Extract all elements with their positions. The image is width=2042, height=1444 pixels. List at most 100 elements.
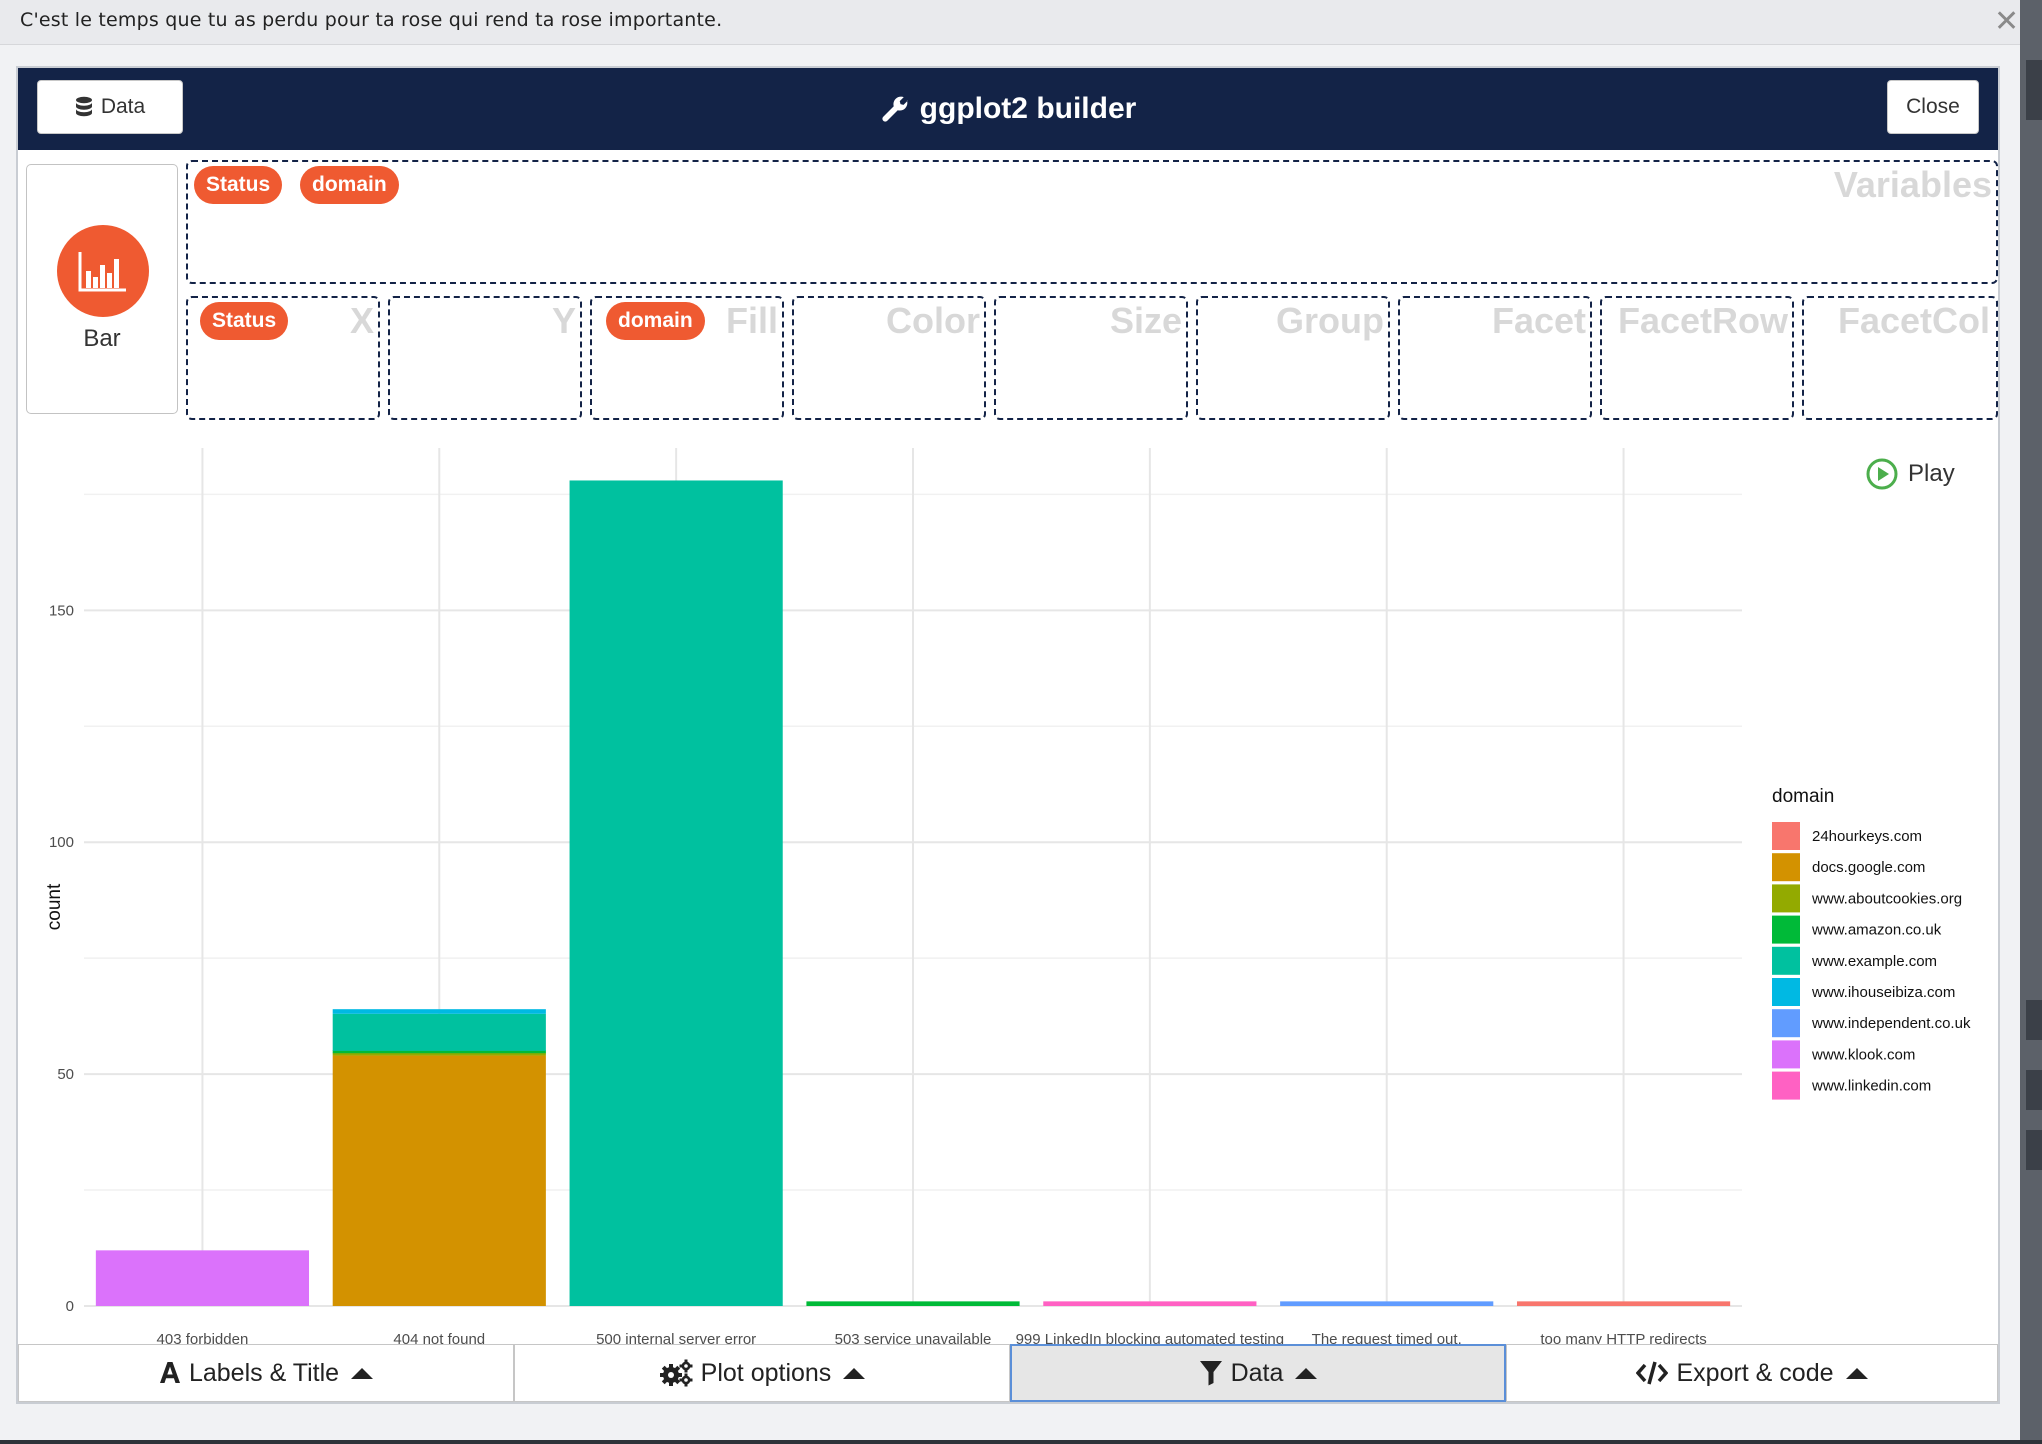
bottom-tab-bar: Labels & Title xyxy=(18,1344,1998,1402)
font-icon xyxy=(159,1362,180,1383)
tagline-text: C'est le temps que tu as perdu pour ta r… xyxy=(20,9,723,31)
x-tick-label: 999 LinkedIn blocking automated testing xyxy=(1016,1331,1285,1346)
caret-up-icon xyxy=(1295,1367,1318,1379)
legend-swatch xyxy=(1772,822,1800,850)
aes-dropzone-size[interactable]: Size xyxy=(994,296,1188,420)
legend-swatch xyxy=(1772,1071,1800,1100)
legend-label: www.amazon.co.uk xyxy=(1811,922,1942,939)
aes-dropzone-facet[interactable]: Facet xyxy=(1398,296,1592,420)
legend-swatch xyxy=(1772,884,1800,913)
legend-label: www.ihouseibiza.com xyxy=(1811,984,1955,1001)
x-tick-label: too many HTTP redirects xyxy=(1540,1331,1706,1346)
aes-pill-x[interactable]: Status xyxy=(200,302,289,340)
aes-dropzone-group[interactable]: Group xyxy=(1196,296,1390,420)
aes-dropzone-facetcol[interactable]: FacetCol xyxy=(1802,296,1998,420)
bar-chart-icon xyxy=(57,225,149,317)
gears-icon xyxy=(659,1359,693,1387)
dialog-title: ggplot2 builder xyxy=(18,68,1998,150)
aes-title-y: Y xyxy=(551,300,576,341)
wrench-icon xyxy=(882,96,908,122)
aes-dropzone-fill[interactable]: Fill domain xyxy=(590,296,784,420)
bar-segment xyxy=(1280,1301,1494,1306)
y-tick-label: 100 xyxy=(49,834,74,851)
tab-data[interactable]: Data xyxy=(1010,1344,1506,1402)
bar-segment xyxy=(332,1052,546,1056)
legend-swatch xyxy=(1772,946,1800,975)
aes-title-x: X xyxy=(349,300,374,341)
tab-label: Plot options xyxy=(700,1358,832,1387)
data-button-label: Data xyxy=(100,95,146,118)
x-tick-label: The request timed out. xyxy=(1312,1331,1462,1346)
variables-dropzone[interactable]: Variables Status domain xyxy=(186,160,1998,284)
aes-title-group: Group xyxy=(1276,300,1384,341)
legend-label: docs.google.com xyxy=(1812,859,1925,876)
legend-label: www.example.com xyxy=(1811,953,1937,970)
aes-title-facet: Facet xyxy=(1491,300,1586,341)
aes-title-size: Size xyxy=(1109,300,1182,341)
play-button[interactable]: Play xyxy=(1866,458,1955,490)
legend-swatch xyxy=(1772,1009,1800,1038)
variables-title: Variables xyxy=(1833,164,1992,205)
legend-swatch xyxy=(1772,978,1800,1006)
filter-icon xyxy=(1199,1361,1222,1386)
background-window-edge xyxy=(2020,0,2042,1444)
legend-title: domain xyxy=(1772,786,1834,807)
bar-segment xyxy=(806,1301,1020,1306)
x-tick-label: 500 internal server error xyxy=(596,1331,756,1346)
aes-title-facetrow: FacetRow xyxy=(1617,300,1788,341)
tab-label: Data xyxy=(1230,1358,1284,1387)
aes-dropzone-facetrow[interactable]: FacetRow xyxy=(1600,296,1794,420)
aes-title-facetcol: FacetCol xyxy=(1838,300,1991,341)
legend-label: 24hourkeys.com xyxy=(1812,828,1922,845)
legend-label: www.independent.co.uk xyxy=(1811,1015,1971,1032)
aes-dropzone-x[interactable]: X Status xyxy=(186,296,380,420)
aes-dropzone-color[interactable]: Color xyxy=(792,296,986,420)
x-tick-label: 503 service unavailable xyxy=(835,1331,992,1346)
geom-label: Bar xyxy=(83,325,121,352)
aes-title-fill: Fill xyxy=(726,300,778,341)
y-tick-label: 50 xyxy=(57,1066,74,1083)
bar-chart: 0 50 100 150 403 forbidden 404 not found 500 i… xyxy=(44,448,1971,1373)
x-tick-label: 403 forbidden xyxy=(157,1331,249,1346)
bar-segment xyxy=(332,1009,546,1014)
notification-bar: C'est le temps que tu as perdu pour ta r… xyxy=(0,0,2020,45)
aes-pill-fill[interactable]: domain xyxy=(606,302,705,340)
legend-swatch xyxy=(1772,1040,1800,1069)
caret-up-icon xyxy=(351,1367,374,1379)
tab-export-code[interactable]: Export & code xyxy=(1506,1344,1998,1402)
variable-pill-domain[interactable]: domain xyxy=(300,166,399,204)
close-button[interactable]: Close xyxy=(1887,80,1979,134)
geom-selector[interactable]: Bar xyxy=(26,164,178,414)
tab-label: Export & code xyxy=(1676,1358,1834,1387)
bar-segment xyxy=(332,1050,546,1054)
bar-segment xyxy=(332,1055,546,1306)
bar-segment xyxy=(569,480,783,1307)
caret-up-icon xyxy=(1845,1367,1868,1379)
legend-label: www.klook.com xyxy=(1811,1046,1915,1063)
aes-dropzone-y[interactable]: Y xyxy=(388,296,582,420)
caret-up-icon xyxy=(843,1367,866,1379)
legend-swatch xyxy=(1772,853,1800,882)
tab-label: Labels & Title xyxy=(188,1358,340,1387)
legend-label: www.aboutcookies.org xyxy=(1811,890,1962,907)
background-window-edge-bottom xyxy=(0,1440,2042,1444)
x-tick-label: 404 not found xyxy=(393,1331,485,1346)
tab-labels-title[interactable]: Labels & Title xyxy=(18,1344,514,1402)
bar-segment xyxy=(95,1250,310,1306)
ggplot-builder-dialog: ggplot2 builder Data Close xyxy=(16,66,2000,1404)
y-tick-label: 150 xyxy=(49,602,74,619)
bar-segment xyxy=(1043,1301,1257,1306)
close-icon[interactable]: ✕ xyxy=(1994,5,2020,38)
play-label: Play xyxy=(1908,460,1955,487)
aes-title-color: Color xyxy=(886,300,980,341)
bar-segment xyxy=(1516,1301,1731,1306)
tab-plot-options[interactable]: Plot options xyxy=(514,1344,1010,1402)
database-icon xyxy=(75,96,92,117)
y-tick-label: 0 xyxy=(66,1298,74,1315)
variable-pill-status[interactable]: Status xyxy=(194,166,283,204)
dialog-header: ggplot2 builder Data Close xyxy=(18,68,1998,150)
data-button[interactable]: Data xyxy=(37,80,183,134)
bar-segment xyxy=(332,1013,546,1051)
plot-area: 0 50 100 150 403 forbidden 404 not found 500 i… xyxy=(18,438,1998,1373)
